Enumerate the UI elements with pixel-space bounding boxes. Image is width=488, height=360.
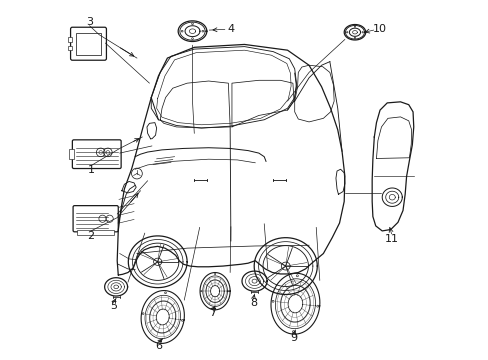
Text: 2: 2 xyxy=(87,231,94,240)
Text: 4: 4 xyxy=(227,24,234,35)
FancyBboxPatch shape xyxy=(77,230,114,235)
Text: 5: 5 xyxy=(110,301,117,311)
Text: 7: 7 xyxy=(208,309,215,318)
Text: 3: 3 xyxy=(86,17,93,27)
FancyBboxPatch shape xyxy=(69,149,74,159)
Text: 11: 11 xyxy=(384,234,398,244)
FancyBboxPatch shape xyxy=(73,206,118,232)
Text: 6: 6 xyxy=(155,341,163,351)
Text: 9: 9 xyxy=(290,333,297,343)
Text: 1: 1 xyxy=(87,165,94,175)
Text: 8: 8 xyxy=(249,298,257,308)
FancyBboxPatch shape xyxy=(68,46,72,50)
Text: 10: 10 xyxy=(372,24,386,35)
FancyBboxPatch shape xyxy=(72,140,121,168)
FancyBboxPatch shape xyxy=(68,37,72,41)
FancyBboxPatch shape xyxy=(76,33,101,55)
FancyBboxPatch shape xyxy=(70,27,106,60)
